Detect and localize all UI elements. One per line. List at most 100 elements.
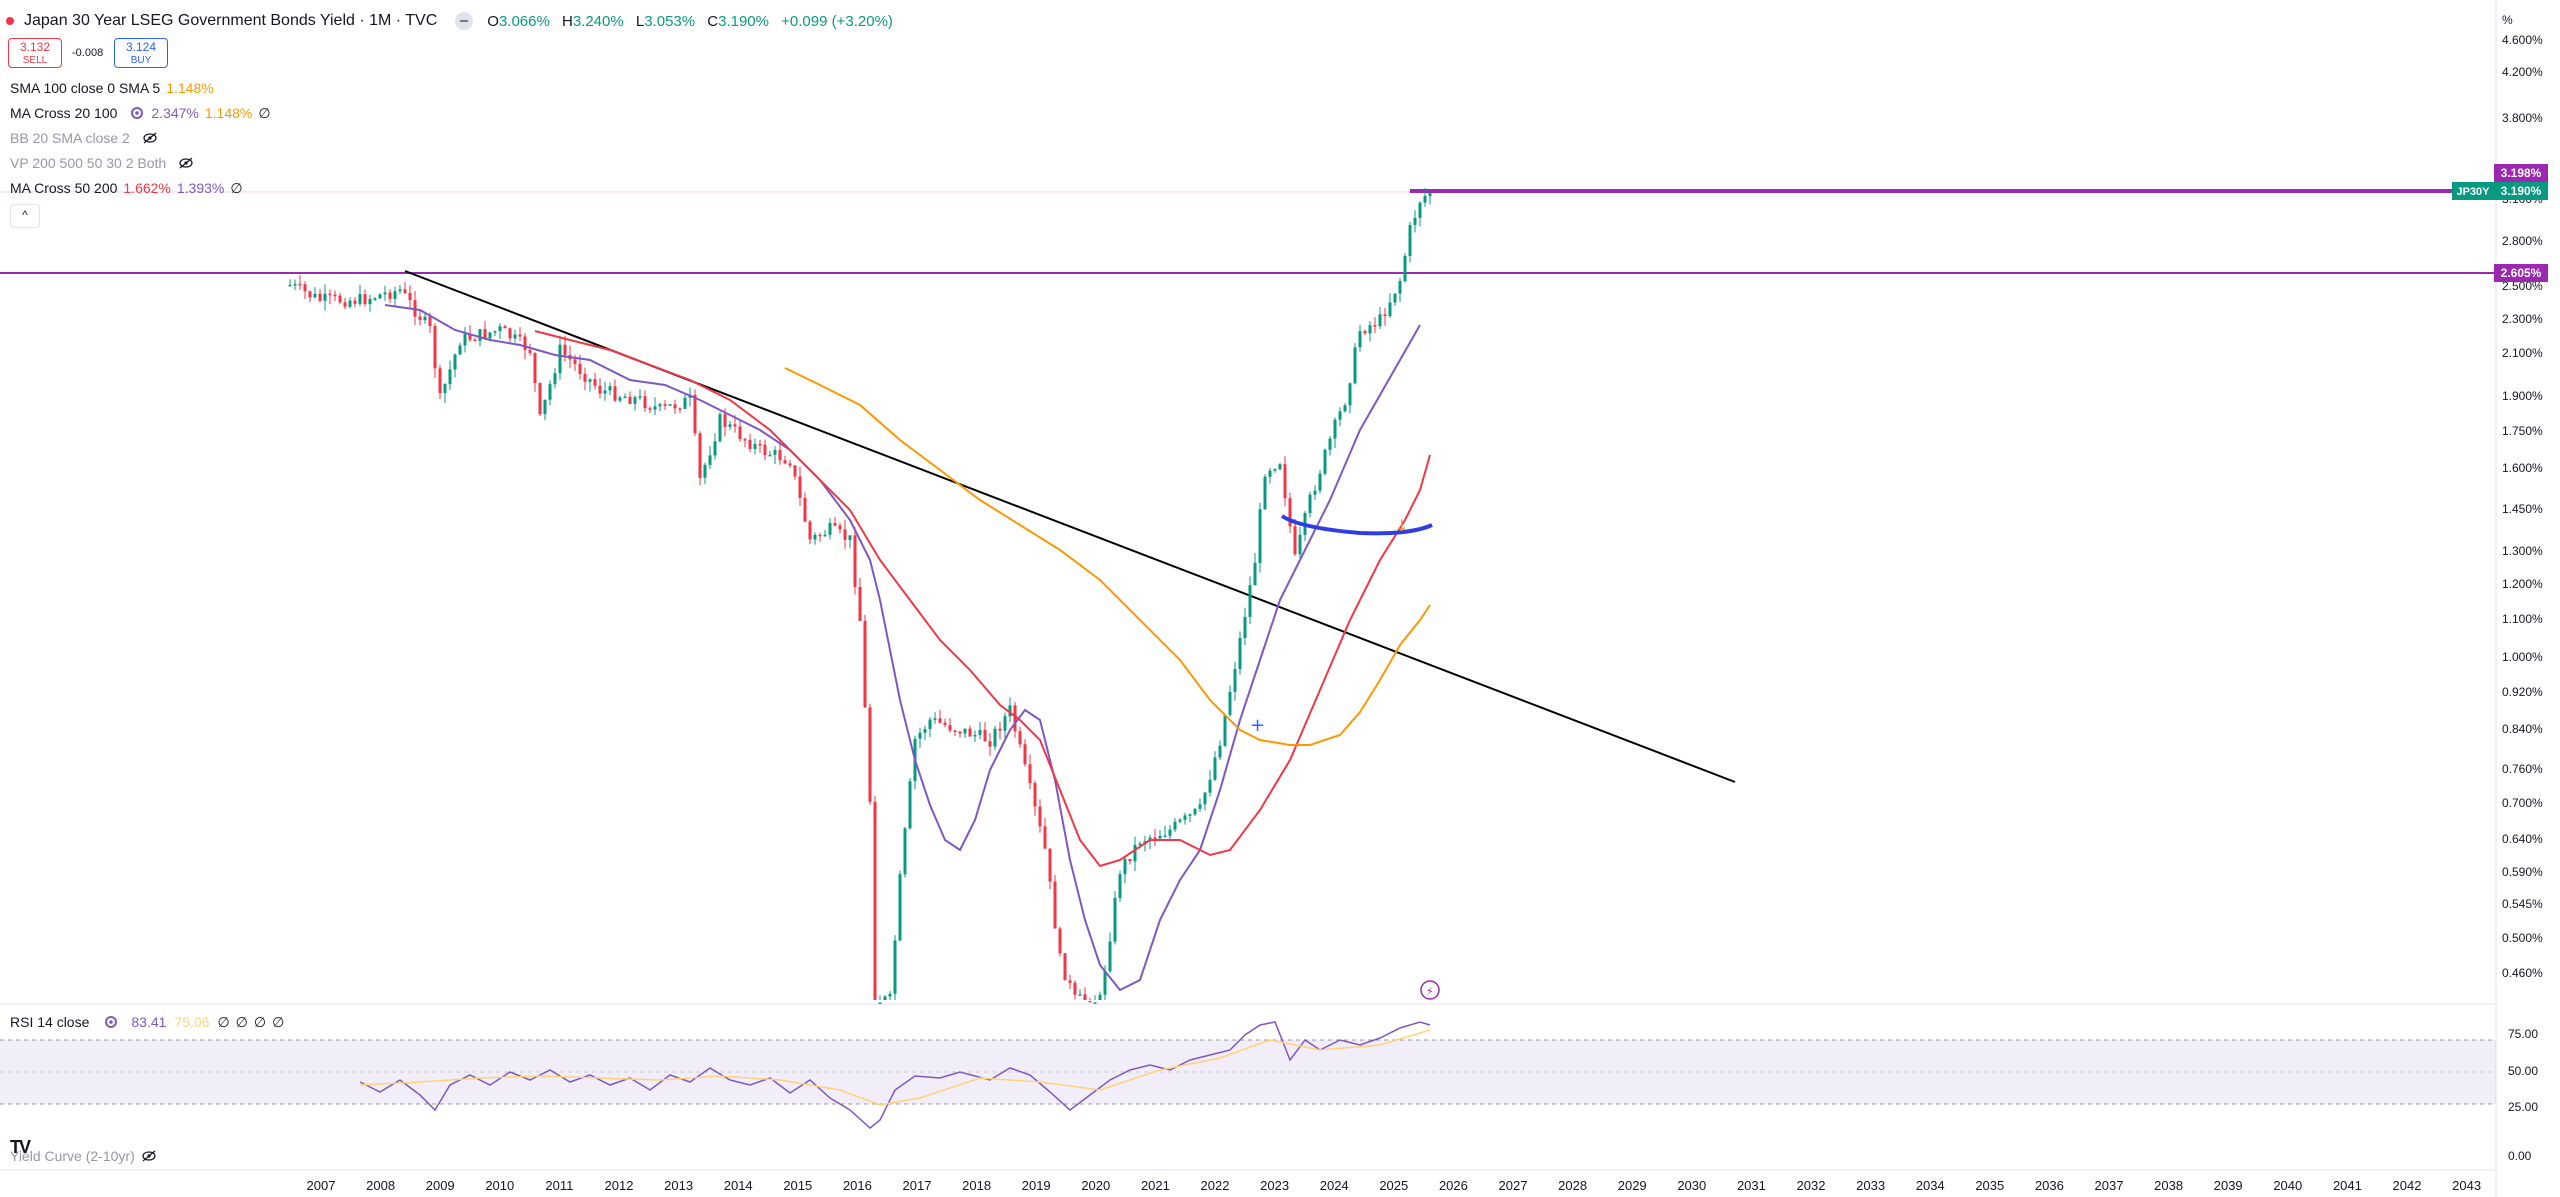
- price-scale-tick: 0.545%: [2502, 897, 2543, 911]
- time-axis-label: 2039: [2214, 1178, 2243, 1193]
- candle-body: [428, 316, 432, 327]
- candle-body: [583, 374, 587, 382]
- price-scale-tick: 0.590%: [2502, 865, 2543, 879]
- rsi-ma-line: [359, 1029, 1431, 1106]
- indicator-vp[interactable]: VP 200 500 50 30 2 Both: [10, 153, 200, 173]
- candle-body: [948, 724, 952, 731]
- price-scale-tick: 1.300%: [2502, 544, 2543, 558]
- price-scale[interactable]: 4.600%4.200%3.800%3.100%2.800%2.500%2.30…: [2502, 33, 2543, 980]
- candle-body: [633, 397, 637, 404]
- price-scale-tick: 0.640%: [2502, 832, 2543, 846]
- candle-body: [1253, 562, 1257, 586]
- candle-body: [343, 302, 347, 307]
- time-axis-label: 2024: [1320, 1178, 1349, 1193]
- indicator-value: 1.148%: [166, 80, 214, 96]
- candle-body: [543, 399, 547, 415]
- indicator-value: 2.347%: [151, 105, 199, 121]
- candle-body: [1238, 637, 1242, 670]
- candle-body: [853, 535, 857, 587]
- event-bolt-icon[interactable]: [1420, 980, 1440, 1000]
- candle-body: [763, 444, 767, 456]
- hidden-eye-icon[interactable]: [178, 155, 194, 171]
- time-axis-label: 2032: [1797, 1178, 1826, 1193]
- candle-body: [468, 333, 472, 340]
- collapse-legend-button[interactable]: [455, 12, 474, 30]
- rsi-scale-tick: 25.00: [2508, 1100, 2538, 1114]
- rsi-legend[interactable]: RSI 14 close 83.41 75.06 ∅ ∅ ∅ ∅: [10, 1012, 290, 1032]
- time-axis-label: 2028: [1558, 1178, 1587, 1193]
- candle-body: [1128, 858, 1132, 862]
- symbol-title[interactable]: Japan 30 Year LSEG Government Bonds Yiel…: [24, 12, 438, 29]
- candle-body: [563, 344, 567, 355]
- candle-body: [1098, 994, 1102, 1000]
- time-axis-label: 2037: [2095, 1178, 2124, 1193]
- candle-body: [723, 414, 727, 427]
- candle-body: [1058, 928, 1062, 954]
- hidden-eye-icon[interactable]: [141, 1148, 157, 1164]
- collapse-indicators-button[interactable]: ^: [10, 204, 40, 228]
- settings-gear-icon[interactable]: [129, 105, 145, 121]
- indicator-value: ∅: [230, 179, 243, 196]
- candle-body: [718, 414, 722, 442]
- candle-body: [1088, 1000, 1092, 1003]
- candle-body: [398, 289, 402, 292]
- price-scale-tick: 0.840%: [2502, 722, 2543, 736]
- candle-body: [1368, 325, 1372, 334]
- tradingview-logo[interactable]: TV: [10, 1137, 31, 1157]
- time-axis[interactable]: 2007 2008 2009 2010 2011 2012 2013 2014 2015 2016…: [307, 1178, 2482, 1193]
- change-value: +0.099 (+3.20%): [781, 12, 893, 30]
- candle-body: [978, 729, 982, 735]
- candle-body: [303, 284, 307, 292]
- candle-body: [638, 396, 642, 398]
- candle-body: [403, 289, 407, 293]
- candle-body: [1318, 473, 1322, 491]
- buy-button[interactable]: 3.124 BUY: [114, 38, 168, 68]
- indicator-sma100[interactable]: SMA 100 close 0 SMA 5 1.148%: [10, 78, 220, 98]
- candle-body: [1113, 897, 1117, 942]
- indicator-ma-cross-50-200[interactable]: MA Cross 50 200 1.662% 1.393% ∅: [10, 178, 243, 198]
- candle-body: [453, 354, 457, 370]
- candle-body: [748, 439, 752, 449]
- candle-body: [613, 386, 617, 401]
- candle-body: [733, 424, 737, 427]
- time-axis-label: 2023: [1260, 1178, 1289, 1193]
- indicator-bb[interactable]: BB 20 SMA close 2: [10, 128, 164, 148]
- time-axis-label: 2019: [1022, 1178, 1051, 1193]
- low-value: 3.053%: [644, 12, 696, 30]
- time-axis-label: 2011: [545, 1178, 573, 1193]
- candle-body: [368, 298, 372, 305]
- candle-body: [448, 369, 452, 385]
- sell-button[interactable]: 3.132 SELL: [8, 38, 62, 68]
- candle-body: [628, 396, 632, 404]
- time-axis-label: 2018: [962, 1178, 991, 1193]
- time-axis-label: 2007: [307, 1178, 336, 1193]
- time-axis-label: 2017: [903, 1178, 932, 1193]
- time-axis-label: 2034: [1916, 1178, 1945, 1193]
- indicator-name: SMA 100 close 0 SMA 5: [10, 80, 161, 96]
- candle-body: [1083, 994, 1087, 1000]
- candle-body: [593, 379, 597, 386]
- high-value: 3.240%: [572, 12, 624, 30]
- yield-curve-legend[interactable]: Yield Curve (2-10yr): [10, 1146, 163, 1166]
- candle-body: [463, 333, 467, 346]
- candle-body: [1353, 347, 1357, 384]
- candle-body: [1333, 419, 1337, 439]
- candle-body: [603, 390, 607, 394]
- candle-body: [1178, 819, 1182, 822]
- symbol-header[interactable]: Japan 30 Year LSEG Government Bonds Yiel…: [6, 10, 901, 32]
- price-tag-top-bg: [2494, 164, 2548, 182]
- candle-body: [538, 383, 542, 415]
- cross-marker-icon: +: [1250, 715, 1265, 736]
- time-axis-label: 2030: [1677, 1178, 1706, 1193]
- candle-body: [353, 300, 357, 304]
- candle-body: [623, 396, 627, 399]
- time-axis-label: 2033: [1856, 1178, 1885, 1193]
- candle-body: [608, 386, 612, 391]
- settings-gear-icon[interactable]: [103, 1014, 119, 1030]
- candle-body: [838, 525, 842, 530]
- hidden-eye-icon[interactable]: [142, 130, 158, 146]
- blue-drawn-curve[interactable]: [1280, 514, 1433, 536]
- time-axis-label: 2043: [2452, 1178, 2481, 1193]
- indicator-ma-cross-20-100[interactable]: MA Cross 20 100 2.347% 1.148% ∅: [10, 103, 271, 123]
